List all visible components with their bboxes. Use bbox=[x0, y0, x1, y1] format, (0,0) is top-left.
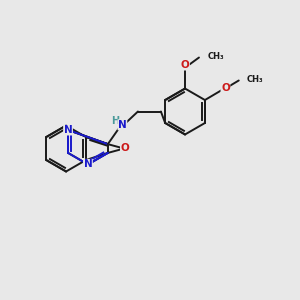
Text: O: O bbox=[221, 83, 230, 93]
Text: N: N bbox=[84, 159, 92, 170]
Text: H: H bbox=[111, 116, 119, 126]
Text: N: N bbox=[64, 125, 72, 135]
Text: CH₃: CH₃ bbox=[207, 52, 224, 62]
Text: O: O bbox=[181, 60, 189, 70]
Text: CH₃: CH₃ bbox=[247, 75, 264, 84]
Text: N: N bbox=[118, 120, 127, 130]
Text: O: O bbox=[121, 143, 129, 153]
